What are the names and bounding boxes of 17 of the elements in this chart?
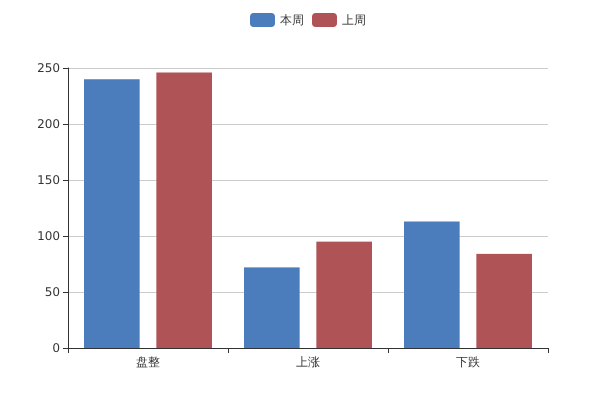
- bar: [316, 242, 372, 348]
- y-tick-label: 200: [37, 117, 60, 131]
- bar: [84, 79, 140, 348]
- x-tick-label: 上涨: [296, 355, 320, 369]
- x-tick-label: 盘整: [136, 355, 160, 369]
- y-tick-label: 250: [37, 61, 60, 75]
- legend-label: 本周: [280, 13, 304, 27]
- y-tick-label: 100: [37, 229, 60, 243]
- bar: [244, 267, 300, 348]
- legend-label: 上周: [342, 13, 366, 27]
- y-tick-label: 150: [37, 173, 60, 187]
- y-tick-label: 0: [52, 341, 60, 355]
- bar: [156, 72, 212, 348]
- bar: [476, 254, 532, 348]
- bar: [404, 221, 460, 348]
- y-tick-label: 50: [44, 285, 60, 299]
- x-tick-label: 下跌: [456, 355, 480, 369]
